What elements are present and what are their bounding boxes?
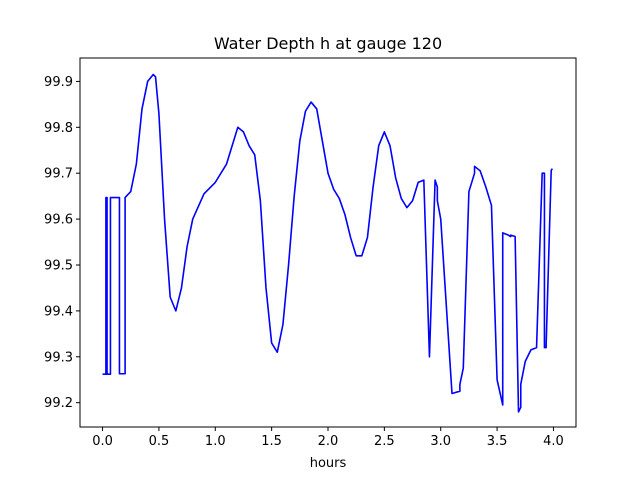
- y-tick-label: 99.9: [44, 75, 73, 90]
- series-line-1: [102, 73, 554, 413]
- plot-background: [80, 58, 576, 427]
- y-tick-label: 99.4: [44, 304, 73, 319]
- x-axis-ticks: 0.0 0.5 1.0 1.5 2.0 2.5 3.0 3.5 4.0: [92, 427, 564, 449]
- y-tick-label: 99.5: [44, 258, 73, 273]
- y-tick-label: 99.6: [44, 213, 73, 228]
- x-tick-label: 4.0: [543, 434, 564, 449]
- y-axis-ticks: 99.2 99.3 99.4 99.5 99.6 99.7 99.8 99.9: [44, 75, 80, 411]
- series-layer: [102, 73, 554, 413]
- y-tick-label: 99.2: [44, 396, 73, 411]
- y-tick-label: 99.7: [44, 167, 73, 182]
- x-tick-label: 3.0: [430, 434, 451, 449]
- x-tick-label: 2.0: [318, 434, 339, 449]
- x-tick-label: 0.5: [149, 434, 170, 449]
- x-axis-label: hours: [310, 456, 347, 471]
- x-tick-label: 2.5: [374, 434, 395, 449]
- x-tick-label: 0.0: [92, 434, 113, 449]
- y-tick-label: 99.8: [44, 121, 73, 136]
- plot-area: [80, 58, 576, 427]
- x-tick-label: 1.0: [205, 434, 226, 449]
- x-tick-label: 3.5: [487, 434, 508, 449]
- y-tick-label: 99.3: [44, 350, 73, 365]
- x-tick-label: 1.5: [261, 434, 282, 449]
- chart-title: Water Depth h at gauge 120: [214, 34, 442, 53]
